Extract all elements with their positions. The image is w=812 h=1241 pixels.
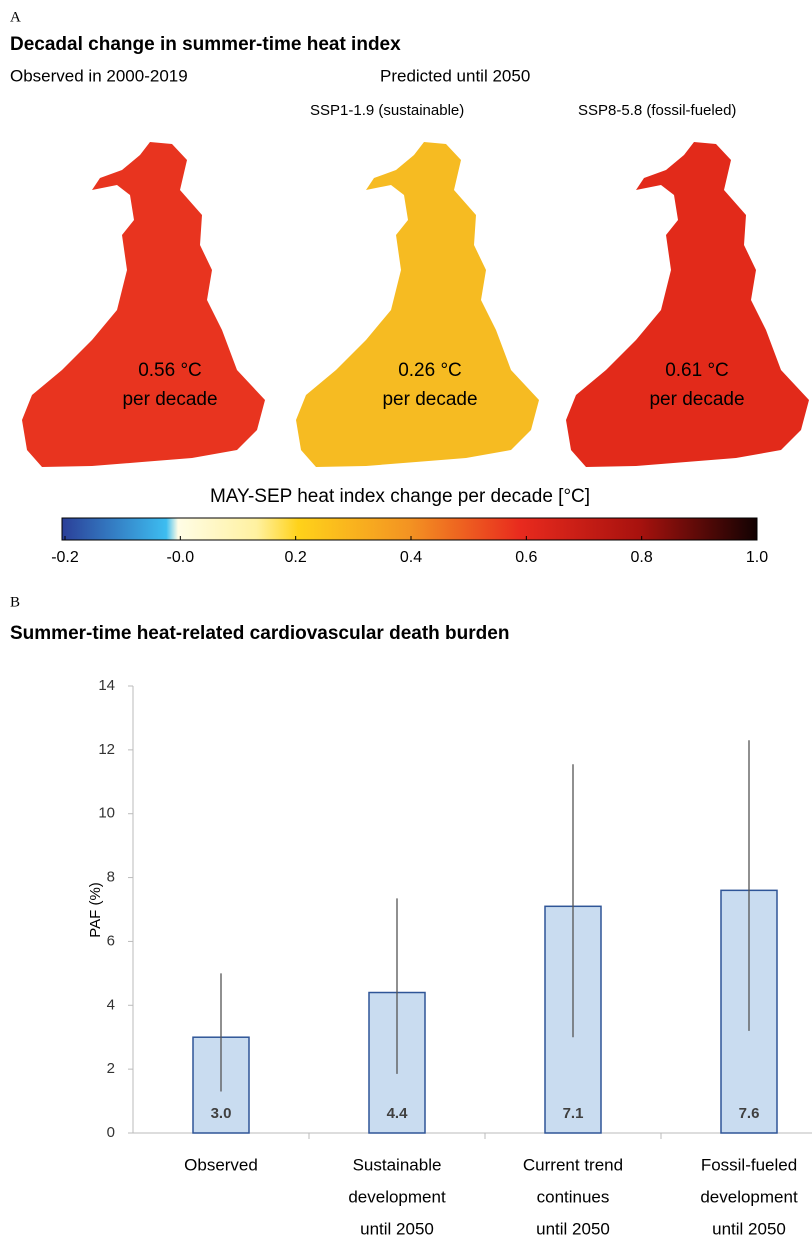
- colorbar-tick-label: 0.2: [285, 549, 307, 566]
- value-label: 7.1: [563, 1105, 584, 1122]
- map-unit-label: per decade: [122, 389, 217, 410]
- x-tick-label: development: [348, 1187, 446, 1206]
- y-tick-label: 6: [107, 932, 115, 949]
- value-label: 3.0: [211, 1105, 232, 1122]
- scenario-label: SSP8-5.8 (fossil-fueled): [578, 102, 736, 119]
- x-tick-label: until 2050: [536, 1219, 610, 1238]
- x-tick-label: Fossil-fueled: [701, 1155, 797, 1174]
- y-tick-label: 4: [107, 996, 115, 1013]
- colorbar-title: MAY-SEP heat index change per decade [°C…: [210, 486, 590, 507]
- y-tick-label: 0: [107, 1124, 115, 1141]
- panel-label: A: [10, 9, 21, 25]
- observed-label: Observed in 2000-2019: [10, 66, 188, 85]
- x-tick-label: Current trend: [523, 1155, 623, 1174]
- map-value-label: 0.26 °C: [398, 360, 462, 381]
- x-tick-label: development: [700, 1187, 798, 1206]
- x-tick-label: Sustainable: [353, 1155, 442, 1174]
- predicted-label: Predicted until 2050: [380, 66, 530, 85]
- x-tick-label: until 2050: [360, 1219, 434, 1238]
- chart-title: Summer-time heat-related cardiovascular …: [10, 623, 509, 644]
- value-label: 7.6: [739, 1105, 760, 1122]
- panel-title: Decadal change in summer-time heat index: [10, 34, 401, 55]
- y-tick-label: 14: [98, 677, 115, 694]
- colorbar-tick-label: 0.4: [400, 549, 422, 566]
- colorbar-tick-label: -0.2: [51, 549, 79, 566]
- scenario-label: SSP1-1.9 (sustainable): [310, 102, 464, 119]
- map-value-label: 0.56 °C: [138, 360, 202, 381]
- map-unit-label: per decade: [649, 389, 744, 410]
- y-tick-label: 12: [98, 741, 115, 758]
- y-tick-label: 2: [107, 1060, 115, 1077]
- colorbar-tick-label: 1.0: [746, 549, 768, 566]
- map-value-label: 0.61 °C: [665, 360, 729, 381]
- colorbar-tick-label: 0.8: [631, 549, 653, 566]
- x-tick-label: continues: [537, 1187, 610, 1206]
- colorbar: [61, 517, 758, 541]
- panel-label: B: [10, 594, 20, 610]
- colorbar-tick-label: -0.0: [167, 549, 195, 566]
- y-tick-label: 8: [107, 869, 115, 886]
- colorbar-tick-label: 0.6: [515, 549, 537, 566]
- x-tick-label: until 2050: [712, 1219, 786, 1238]
- y-tick-label: 10: [98, 805, 115, 822]
- heat-map: [566, 142, 809, 467]
- y-axis-label: PAF (%): [87, 882, 104, 938]
- heat-map: [296, 142, 539, 467]
- value-label: 4.4: [387, 1105, 409, 1122]
- heat-map: [22, 142, 265, 467]
- x-tick-label: Observed: [184, 1155, 258, 1174]
- map-unit-label: per decade: [382, 389, 477, 410]
